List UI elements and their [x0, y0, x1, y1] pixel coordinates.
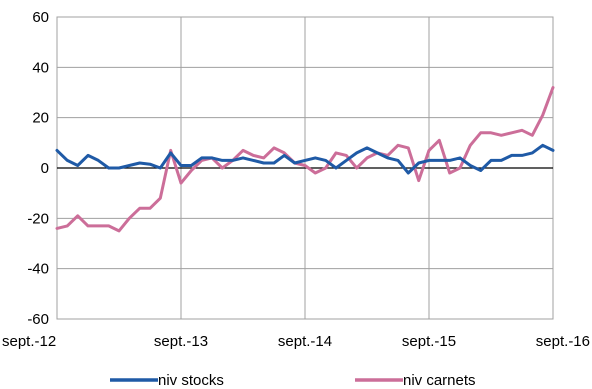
- x-axis-ticks: sept.-12 sept.-13 sept.-14 sept.-15 sept.-16: [2, 333, 590, 350]
- x-tick-label: sept.-15: [402, 333, 456, 350]
- legend-label: niv carnets: [403, 372, 476, 389]
- y-tick-label: -20: [27, 210, 49, 227]
- x-tick-label: sept.-14: [278, 333, 332, 350]
- series-layer: [55, 86, 555, 233]
- y-tick-label: -60: [27, 311, 49, 328]
- y-tick-label: 40: [32, 59, 49, 76]
- legend-label: niv stocks: [158, 372, 224, 389]
- series-line-niv-stocks: [55, 143, 555, 175]
- y-axis-ticks: -60 -40 -20 0 20 40 60: [27, 9, 49, 328]
- x-tick-label: sept.-16: [536, 333, 590, 350]
- y-tick-label: 20: [32, 110, 49, 127]
- y-tick-label: -40: [27, 261, 49, 278]
- legend: niv stocks niv carnets: [110, 372, 476, 389]
- y-tick-label: 0: [41, 160, 49, 177]
- y-tick-label: 60: [32, 9, 49, 26]
- series-line-niv-carnets: [55, 86, 555, 233]
- x-tick-label: sept.-12: [2, 333, 56, 350]
- x-tick-label: sept.-13: [154, 333, 208, 350]
